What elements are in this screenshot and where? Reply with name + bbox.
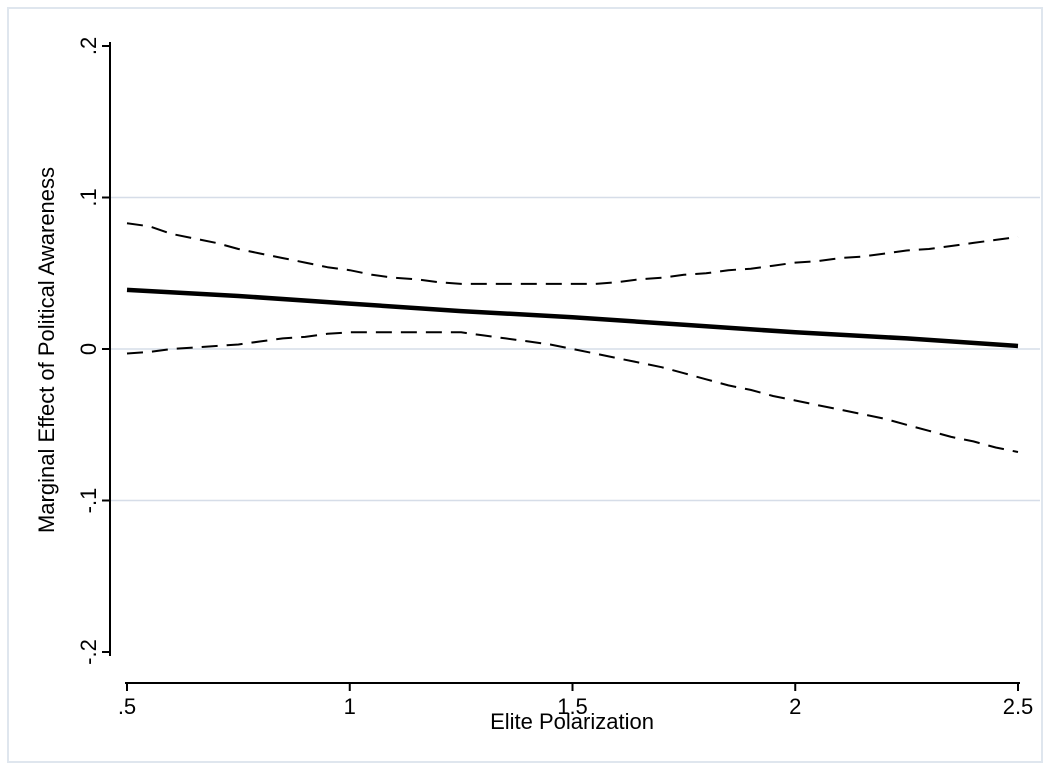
plot-background: [110, 20, 1040, 682]
x-tick-label: .5: [118, 694, 136, 719]
lower-ci-line: [126, 331, 1019, 453]
marginal-effect-line: [126, 287, 1019, 349]
y-axis-title: Marginal Effect of Political Awareness: [34, 167, 59, 533]
x-tick-label: 2.5: [1003, 694, 1034, 719]
x-tick-label: 1: [344, 694, 356, 719]
x-tick-label: 2: [789, 694, 801, 719]
y-tick-label: -.1: [76, 488, 101, 514]
series-layer: [126, 222, 1019, 453]
upper-ci-line: [126, 222, 1019, 285]
y-tick-label: .2: [76, 37, 101, 55]
y-tick-label: .1: [76, 188, 101, 206]
x-axis-title: Elite Polarization: [490, 709, 654, 734]
x-tick-label: 1.5: [557, 694, 588, 719]
y-tick-label: 0: [76, 343, 101, 355]
axis-layer: -.2 -.1 0 .1 .2 .5 1 1.5 2 2.5: [76, 37, 1033, 719]
outer-frame: [7, 7, 1043, 763]
y-tick-label: -.2: [76, 639, 101, 665]
